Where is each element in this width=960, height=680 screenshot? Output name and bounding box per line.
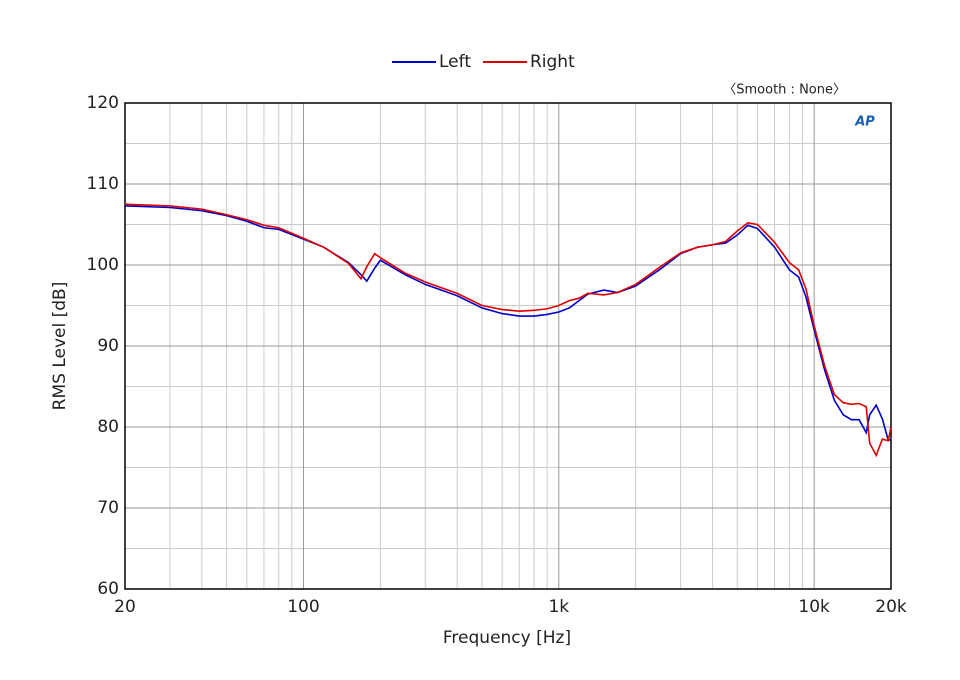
plot-frame — [124, 102, 892, 590]
x-tick-label: 10k — [798, 597, 830, 617]
y-tick-label: 90 — [97, 336, 119, 356]
y-axis-label: RMS Level [dB] — [50, 282, 70, 411]
legend-label: Right — [530, 52, 575, 72]
x-tick-label: 100 — [287, 597, 319, 617]
y-tick-label: 100 — [87, 255, 119, 275]
x-axis-label: Frequency [Hz] — [443, 628, 571, 648]
logo: AP — [854, 115, 875, 130]
legend-label: Left — [439, 52, 471, 72]
x-tick-label: 20k — [875, 597, 907, 617]
series-line — [124, 205, 891, 441]
series-line — [124, 203, 892, 458]
y-tick-label: 120 — [87, 93, 119, 113]
x-tick-label: 20 — [114, 597, 136, 617]
y-tick-label: 80 — [97, 417, 119, 437]
y-tick-label: 110 — [87, 174, 119, 194]
y-tick-label: 70 — [97, 498, 119, 518]
annotation: 〈Smooth : None〉 — [723, 83, 846, 98]
y-tick-label: 60 — [97, 579, 119, 599]
x-tick-label: 1k — [548, 597, 569, 617]
